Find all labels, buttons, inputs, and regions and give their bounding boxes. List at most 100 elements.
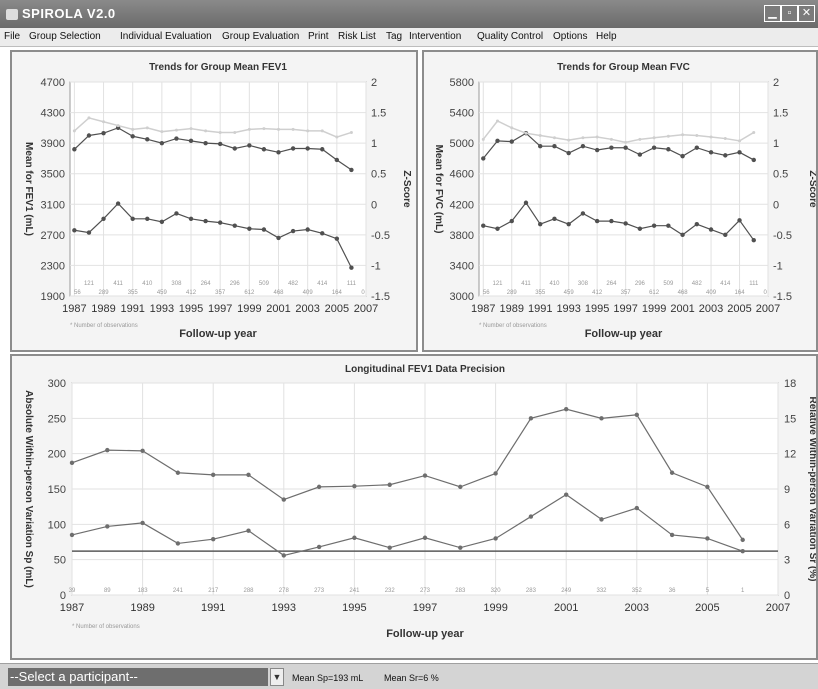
chevron-down-icon[interactable]: ▼	[270, 668, 284, 686]
observation-count: 612	[244, 290, 255, 296]
data-point-sr	[493, 536, 498, 541]
data-point-sp	[69, 460, 75, 466]
y2-tick-label: 0.5	[773, 169, 788, 181]
data-point-reference	[567, 138, 571, 142]
menu-group-evaluation[interactable]: Group Evaluation	[222, 31, 300, 42]
data-point-sp	[493, 471, 498, 476]
y2-tick-label: 18	[784, 378, 796, 390]
x-tick-label: 1999	[483, 602, 507, 614]
menu-risk-list[interactable]: Risk List	[338, 31, 376, 42]
data-point-zscore	[290, 228, 296, 234]
data-point-sp	[140, 448, 145, 454]
data-point-mean	[680, 153, 685, 159]
x-tick-label: 2003	[699, 303, 723, 315]
x-tick-label: 1995	[585, 303, 609, 315]
data-point-zscore	[334, 236, 340, 241]
menu-help[interactable]: Help	[596, 31, 617, 42]
y2-tick-label: 15	[784, 413, 796, 425]
y-tick-label: 3500	[41, 169, 65, 181]
data-point-zscore	[232, 223, 237, 228]
data-point-reference	[349, 130, 353, 134]
data-point-sp	[634, 412, 639, 417]
menu-file[interactable]: File	[4, 31, 21, 42]
x-tick-label: 2003	[625, 602, 649, 614]
data-point-mean	[72, 147, 77, 152]
observation-count: 482	[288, 281, 299, 287]
x-tick-label: 2001	[266, 303, 290, 315]
menu-intervention[interactable]: Intervention	[409, 31, 462, 42]
data-point-reference	[116, 124, 120, 128]
data-point-mean	[666, 147, 671, 152]
y2-tick-label: 2	[371, 77, 377, 89]
data-point-sr	[634, 505, 639, 511]
x-tick-label: 2001	[554, 602, 578, 614]
participant-select[interactable]: --Select a participant--	[8, 668, 268, 686]
data-point-reference	[752, 130, 756, 134]
x-tick-label: 1995	[179, 303, 203, 315]
data-point-sr	[316, 544, 322, 550]
observation-count: 332	[596, 588, 607, 594]
maximize-button[interactable]: ▫	[781, 5, 798, 22]
y-tick-label: 200	[48, 449, 66, 461]
y-tick-label: 1900	[41, 291, 65, 303]
observations-footnote: * Number of observations	[70, 323, 138, 329]
menu-individual-evaluation[interactable]: Individual Evaluation	[120, 31, 212, 42]
observation-count: 289	[507, 290, 518, 296]
data-point-sr	[140, 520, 145, 526]
observation-count: 264	[606, 281, 617, 287]
data-point-mean	[723, 153, 728, 158]
observation-count: 273	[314, 588, 325, 594]
data-point-reference	[174, 128, 178, 132]
data-point-zscore	[694, 221, 700, 227]
chart-title: Longitudinal FEV1 Data Precision	[345, 364, 505, 375]
observation-count: 121	[492, 281, 503, 287]
y-tick-label: 100	[48, 519, 66, 531]
data-point-zscore	[666, 223, 671, 228]
data-point-reference	[145, 126, 149, 130]
window-title: SPIROLA V2.0	[22, 6, 116, 21]
observation-count: 355	[535, 290, 546, 296]
data-point-zscore	[594, 218, 600, 224]
observation-count: 288	[243, 588, 254, 594]
menu-print[interactable]: Print	[308, 31, 329, 42]
menu-tag[interactable]: Tag	[386, 31, 403, 42]
menu-group-selection[interactable]: Group Selection	[29, 31, 101, 42]
data-point-reference	[233, 130, 237, 134]
menu-options[interactable]: Options	[553, 31, 588, 42]
y-tick-label: 3900	[41, 138, 65, 150]
x-tick-label: 2007	[756, 303, 780, 315]
data-point-zscore	[651, 223, 657, 228]
data-point-reference	[87, 116, 91, 120]
observation-count: 411	[113, 281, 123, 287]
y-axis-label: Mean for FEV1 (mL)	[23, 142, 34, 236]
data-point-mean	[609, 145, 614, 150]
plot-area	[69, 81, 367, 297]
menu-quality-control[interactable]: Quality Control	[477, 31, 544, 42]
y2-tick-label: -0.5	[773, 230, 792, 242]
data-point-mean	[481, 156, 486, 161]
close-button[interactable]: ✕	[798, 5, 815, 22]
observation-count: 410	[549, 281, 560, 287]
data-point-zscore	[261, 227, 267, 232]
y2-tick-label: 1.5	[371, 108, 386, 120]
data-point-mean	[594, 147, 600, 153]
data-point-reference	[277, 127, 281, 131]
x-tick-label: 1993	[556, 303, 580, 315]
data-point-mean	[495, 138, 500, 144]
data-point-sp	[669, 470, 675, 475]
observation-count: 459	[564, 290, 575, 296]
data-point-reference	[723, 137, 727, 141]
data-point-mean	[217, 141, 223, 147]
fev1-trends-chart: Trends for Group Mean FEV1 Follow-up year…	[23, 62, 412, 340]
data-point-mean	[276, 150, 281, 155]
precision-chart: Longitudinal FEV1 Data Precision Follow-u…	[23, 364, 816, 640]
y-tick-label: 4600	[450, 169, 474, 181]
observation-count: 289	[99, 290, 110, 296]
data-point-reference	[581, 136, 585, 140]
data-point-sr	[740, 548, 745, 554]
series-line-sr	[71, 493, 743, 557]
data-point-reference	[624, 140, 628, 144]
data-point-sr	[105, 524, 110, 529]
data-point-reference	[160, 130, 164, 134]
minimize-button[interactable]: ▁	[764, 5, 781, 22]
